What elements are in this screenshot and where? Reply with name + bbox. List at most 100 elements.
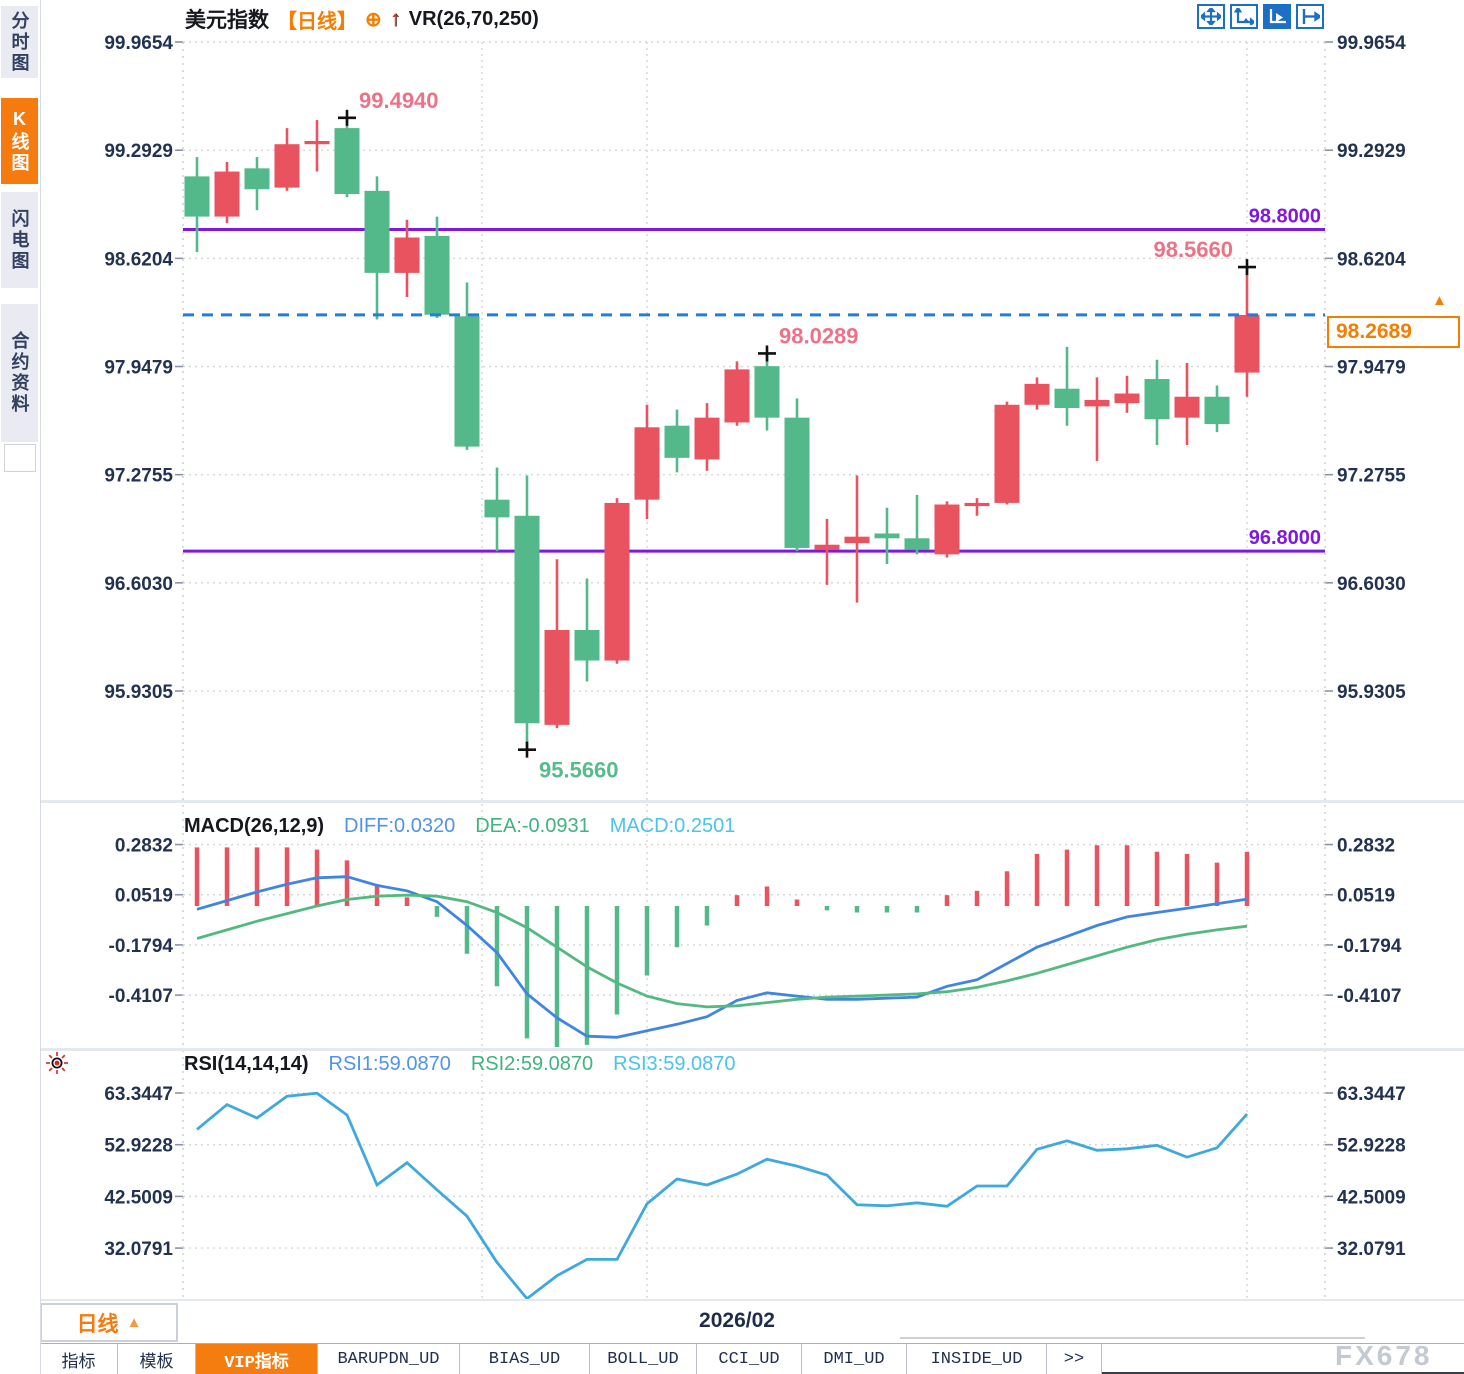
candle	[994, 404, 1020, 503]
chart-scrollbar[interactable]	[900, 1337, 1365, 1339]
chart-canvas[interactable]: 99.9654 99.9654 99.2929 99.2929 98.6204 98.62…	[0, 0, 1464, 1300]
vr-indicator-label: VR(26,70,250)	[408, 7, 539, 30]
candle	[1084, 399, 1110, 407]
tab-cci_ud[interactable]: CCI_UD	[697, 1344, 802, 1374]
svg-text:96.6030: 96.6030	[104, 574, 173, 595]
tab-boll_ud[interactable]: BOLL_UD	[590, 1344, 697, 1374]
svg-text:32.0791: 32.0791	[1337, 1239, 1406, 1260]
tab-[interactable]: 模板	[118, 1344, 196, 1374]
svg-text:63.3447: 63.3447	[1337, 1084, 1406, 1105]
svg-text:98.6204: 98.6204	[104, 249, 173, 270]
svg-text:97.2755: 97.2755	[104, 466, 173, 487]
rsi-axis: 63.3447 63.3447 52.9228 52.9228 42.5009 42.50…	[104, 1084, 1406, 1260]
rsi3-value: RSI3:59.0870	[613, 1053, 736, 1075]
candle	[1174, 396, 1200, 418]
rsi-line	[196, 1091, 1249, 1300]
sidebar-item-2[interactable]: 闪电图	[1, 192, 38, 288]
macd-label-row: MACD(26,12,9) DIFF:0.0320 DEA:-0.0931 MA…	[184, 815, 735, 838]
svg-text:52.9228: 52.9228	[104, 1136, 173, 1157]
tab-barupdn_ud[interactable]: BARUPDN_UD	[318, 1344, 460, 1374]
sidebar: 分时图 K线图闪电图合约资料	[0, 0, 41, 1374]
svg-text:63.3447: 63.3447	[104, 1084, 173, 1105]
svg-text:99.2929: 99.2929	[1337, 141, 1406, 162]
candle	[784, 417, 810, 548]
axis-auto-tool-button[interactable]	[1263, 4, 1291, 29]
candle	[484, 499, 510, 518]
svg-text:-0.1794: -0.1794	[109, 936, 174, 957]
tab-[interactable]: 指标	[40, 1344, 118, 1374]
candle	[634, 427, 660, 500]
macd-diff-line	[196, 875, 1248, 1039]
candle	[844, 536, 870, 544]
crosshair-marker	[338, 109, 356, 126]
tab-vip[interactable]: VIP指标	[196, 1344, 318, 1374]
candle	[964, 502, 990, 507]
svg-text:99.2929: 99.2929	[104, 141, 173, 162]
pan-tool-button[interactable]	[1197, 4, 1225, 29]
indicator-tab-bar: 指标 模板 VIP指标 BARUPDN_UD BIAS_UD BOLL_UD CCI_UD D…	[40, 1343, 1464, 1374]
candle	[604, 502, 630, 661]
current-price-badge: 98.2689	[1327, 316, 1460, 348]
candle	[334, 128, 360, 195]
sidebar-item-0[interactable]: 分时图	[1, 6, 38, 78]
svg-text:99.9654: 99.9654	[1337, 33, 1406, 54]
period-tag[interactable]: 【日线】	[277, 10, 357, 33]
macd-dea-line	[196, 893, 1248, 1009]
sidebar-item-1[interactable]: K线图	[1, 98, 38, 184]
chart-title-bar: 美元指数 【日线】 ⊕ ↑ VR(26,70,250)	[185, 6, 539, 33]
macd-title: MACD(26,12,9)	[184, 815, 325, 837]
time-axis-bar: 日线 ▲ 2026/02	[40, 1301, 1464, 1343]
candle	[1024, 383, 1050, 405]
svg-text:95.9305: 95.9305	[104, 682, 173, 703]
axis-auto-icon	[1269, 9, 1286, 24]
shift-right-tool-button[interactable]	[1296, 4, 1324, 29]
macd-rsi-separator	[40, 1048, 1464, 1051]
candle	[934, 504, 960, 555]
svg-text:-0.4107: -0.4107	[109, 986, 173, 1007]
candle	[1234, 314, 1260, 373]
candle	[454, 316, 480, 447]
candle	[274, 144, 300, 188]
axis-range-icon	[1234, 8, 1254, 25]
tab-inside_ud[interactable]: INSIDE_UD	[907, 1344, 1047, 1374]
svg-text:42.5009: 42.5009	[104, 1187, 173, 1208]
macd-diff-value: DIFF:0.0320	[344, 815, 456, 837]
tab->>[interactable]: >>	[1047, 1344, 1102, 1374]
candle	[1144, 379, 1170, 420]
axis-range-tool-button[interactable]	[1230, 4, 1258, 29]
tab-bar-empty-space	[1102, 1344, 1464, 1374]
macd-dea-value: DEA:-0.0931	[475, 815, 590, 837]
svg-text:32.0791: 32.0791	[104, 1239, 173, 1260]
svg-text:95.9305: 95.9305	[1337, 682, 1406, 703]
candle	[514, 515, 540, 724]
rsi2-value: RSI2:59.0870	[470, 1053, 594, 1075]
candle	[904, 538, 930, 550]
shift-right-icon	[1302, 9, 1320, 24]
tab-bias_ud[interactable]: BIAS_UD	[460, 1344, 590, 1374]
svg-text:99.9654: 99.9654	[104, 33, 173, 54]
macd-histogram	[194, 845, 1250, 1048]
pan-icon	[1201, 8, 1221, 25]
svg-text:-0.4107: -0.4107	[1337, 986, 1401, 1007]
candle	[814, 544, 840, 550]
sidebar-item-3[interactable]: 合约资料	[1, 304, 38, 442]
rsi-title: RSI(14,14,14)	[184, 1053, 309, 1075]
candle	[694, 417, 720, 460]
candle	[1204, 396, 1230, 425]
svg-text:99.4940: 99.4940	[359, 88, 439, 113]
candle	[364, 190, 390, 273]
svg-text:96.6030: 96.6030	[1337, 574, 1406, 595]
candle	[1054, 388, 1080, 408]
period-dropdown-button[interactable]: 日线 ▲	[40, 1303, 178, 1342]
crosshair-marker	[518, 741, 536, 758]
candle	[664, 425, 690, 458]
macd-axis: 0.2832 0.2832 0.0519 0.0519 -0.1794 -0.1794 -0…	[109, 836, 1402, 1008]
sidebar-footer-box	[4, 444, 36, 472]
add-indicator-icon[interactable]: ⊕	[365, 8, 382, 31]
price-macd-separator	[40, 800, 1464, 803]
alert-sun-icon[interactable]	[46, 1052, 68, 1079]
tab-dmi_ud[interactable]: DMI_UD	[802, 1344, 907, 1374]
watermark: FX678	[1335, 1340, 1433, 1371]
chart-toolbar	[1197, 4, 1324, 29]
period-dropdown-caret-icon: ▲	[126, 1314, 142, 1331]
